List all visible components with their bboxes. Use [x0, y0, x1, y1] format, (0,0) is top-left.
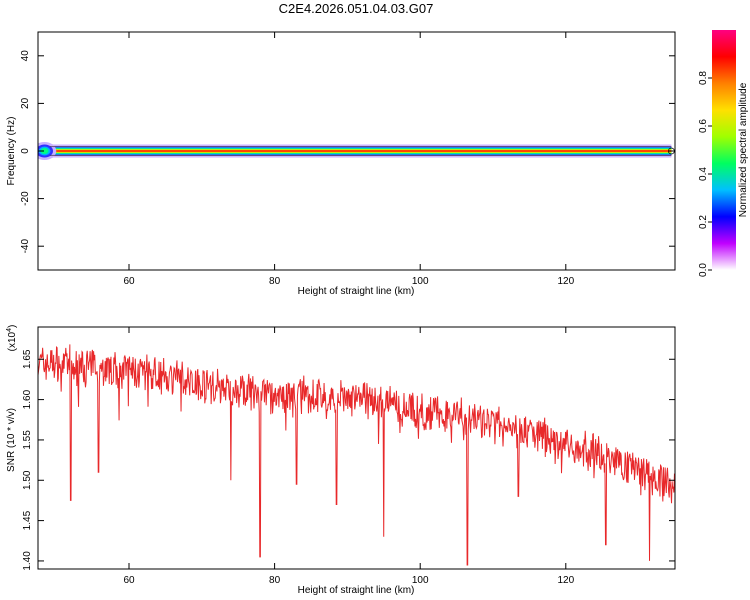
snr-y-multiplier: (x104) — [6, 325, 18, 352]
top-x-tick-label-0: 60 — [123, 276, 135, 287]
spectrogram-x-axis: 60 80 100 120 — [123, 32, 575, 287]
bot-y-tick-label-1: 1.45 — [22, 510, 33, 530]
snr-x-axis: 60 80 100 120 — [123, 327, 575, 586]
top-y-tick-label-4: 40 — [20, 50, 31, 62]
snr-y-label: SNR (10 * v/v) — [6, 408, 17, 472]
snr-y-multiplier-base: (x10 — [7, 331, 18, 351]
colorbar-tick-label-2: 0.4 — [698, 167, 709, 181]
bot-y-tick-label-4: 1.60 — [22, 389, 33, 409]
spectrogram-x-label: Height of straight line (km) — [298, 286, 415, 297]
bot-x-tick-label-3: 120 — [557, 575, 574, 586]
colorbar-label: Normalized spectral amplitude — [738, 82, 749, 217]
snr-frame — [37, 326, 676, 570]
spectrogram-panel: 60 80 100 120 -40 -20 0 20 40 Height of straigh… — [6, 31, 676, 297]
top-x-tick-label-2: 100 — [412, 276, 429, 287]
top-x-tick-label-3: 120 — [557, 276, 574, 287]
colorbar-tick-label-1: 0.2 — [698, 215, 709, 229]
spectrogram-y-axis: -40 -20 0 20 40 — [20, 50, 675, 254]
top-x-tick-label-1: 80 — [269, 276, 281, 287]
colorbar-tick-label-0: 0.0 — [698, 263, 709, 277]
figure-title: C2E4.2026.051.04.03.G07 — [279, 1, 434, 16]
spectrogram-heatmap — [38, 142, 675, 160]
snr-y-multiplier-exp: 4 — [6, 328, 13, 332]
spectrogram-y-label: Frequency (Hz) — [6, 117, 17, 186]
colorbar-gradient — [712, 30, 736, 270]
top-y-tick-label-3: 20 — [20, 97, 31, 109]
snr-x-label: Height of straight line (km) — [298, 585, 415, 596]
bot-x-tick-label-0: 60 — [123, 575, 135, 586]
colorbar-ticks: 0.0 0.2 0.4 0.6 0.8 — [698, 71, 712, 277]
top-y-tick-label-1: -20 — [20, 191, 31, 206]
ridge-band-7 — [38, 150, 672, 152]
snr-series-line — [38, 344, 675, 566]
colorbar-tick-label-4: 0.8 — [698, 71, 709, 85]
colorbar: 0.0 0.2 0.4 0.6 0.8 Normalized spectral ampl… — [698, 30, 749, 277]
snr-y-axis: 1.40 1.45 1.50 1.55 1.60 1.65 — [22, 349, 675, 571]
bot-y-tick-label-0: 1.40 — [22, 551, 33, 571]
bot-y-tick-label-3: 1.55 — [22, 430, 33, 450]
colorbar-tick-label-3: 0.6 — [698, 119, 709, 133]
bot-x-tick-label-1: 80 — [269, 575, 281, 586]
top-y-tick-label-0: -40 — [20, 239, 31, 254]
top-y-tick-label-2: 0 — [20, 148, 31, 154]
ridge-start-blob-3 — [40, 148, 49, 154]
bot-y-tick-label-5: 1.65 — [22, 349, 33, 369]
bot-x-tick-label-2: 100 — [412, 575, 429, 586]
bot-y-tick-label-2: 1.50 — [22, 470, 33, 490]
snr-panel: 60 80 100 120 1.40 1.45 1.50 1.55 1.60 1.65 Heig… — [6, 325, 676, 596]
snr-y-multiplier-close: ) — [7, 325, 18, 328]
